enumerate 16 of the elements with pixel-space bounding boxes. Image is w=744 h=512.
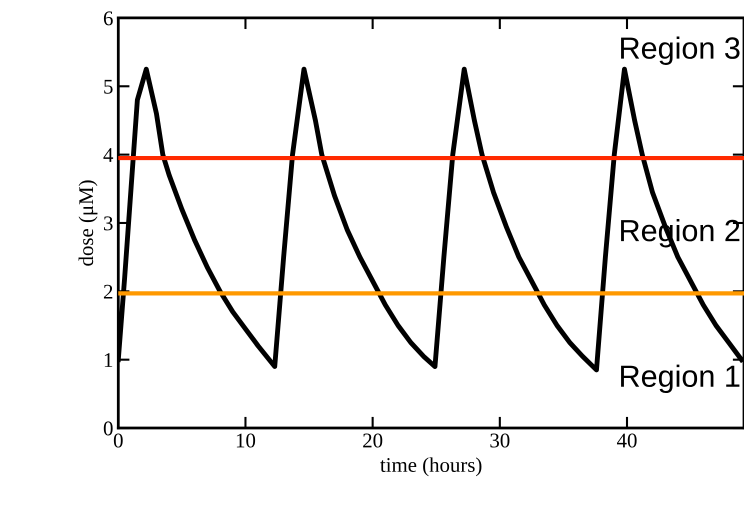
y-tick-label: 5 (104, 80, 113, 94)
x-tick-label: 0 (114, 433, 123, 448)
y-tick-label: 4 (103, 148, 114, 162)
y-tick-label: 3 (104, 216, 113, 230)
x-tick-label: 10 (236, 433, 256, 448)
annotation: Region 3 (621, 36, 740, 65)
y-tick-label: 0 (104, 421, 113, 436)
x-tick-label: 30 (490, 433, 510, 448)
x-tick-label: 20 (363, 433, 382, 448)
y-tick-label: 2 (104, 284, 112, 299)
annotation: Region 1 (621, 364, 740, 394)
y-tick-label: 6 (104, 11, 113, 26)
x-tick-label: 40 (616, 433, 637, 448)
y-axis-title: dose (μM) (78, 180, 98, 266)
y-tick-label: 1 (104, 353, 112, 367)
x-axis-title: time (hours) (380, 457, 482, 476)
